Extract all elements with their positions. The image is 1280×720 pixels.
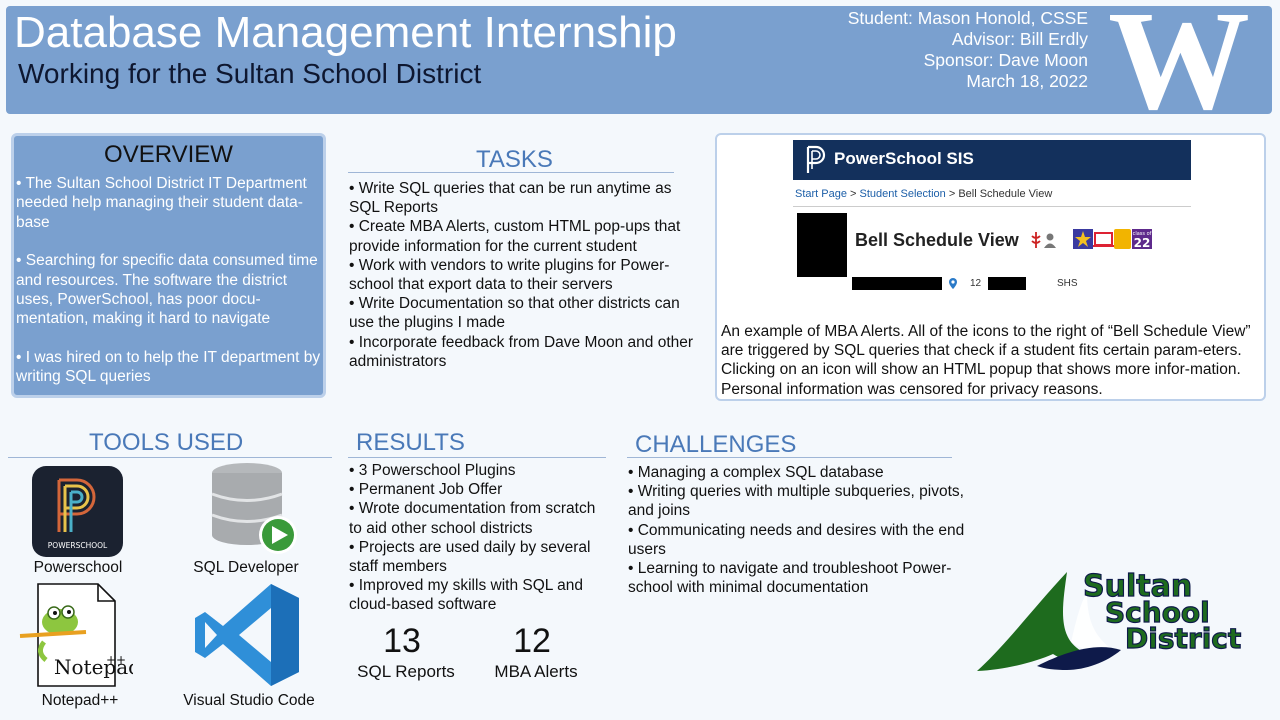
- svg-text:22: 22: [1134, 236, 1151, 250]
- task-item: • Write SQL queries that can be run anyt…: [349, 180, 672, 217]
- censored-photo: [797, 213, 847, 277]
- stat-sql-reports-label: SQL Reports: [357, 662, 455, 681]
- stat-mba-alerts-label: MBA Alerts: [494, 662, 578, 681]
- breadcrumb-start-page[interactable]: Start Page: [795, 188, 847, 200]
- challenge-item: • Writing queries with multiple subqueri…: [628, 483, 964, 520]
- results-list: • 3 Powerschool Plugins • Permanent Job …: [349, 461, 611, 615]
- svg-text:++: ++: [106, 653, 126, 667]
- breadcrumb: Start Page > Student Selection > Bell Sc…: [795, 188, 1052, 200]
- challenge-item: • Learning to navigate and troubleshoot …: [628, 560, 952, 597]
- svg-text:class of: class of: [1133, 231, 1152, 237]
- svg-text:Notepad: Notepad: [54, 655, 133, 679]
- result-item: • Permanent Job Offer: [349, 481, 503, 499]
- tasks-title: TASKS: [476, 146, 553, 173]
- powerschool-app-title: PowerSchool SIS: [834, 149, 974, 168]
- tools-divider: [8, 457, 332, 458]
- powerschool-p-icon: [806, 145, 826, 173]
- powerschool-icon: POWERSCHOOL: [32, 466, 123, 557]
- svg-text:School: School: [1105, 596, 1210, 629]
- tool-label-notepad-plus-plus: Notepad++: [41, 692, 119, 709]
- tool-label-vscode: Visual Studio Code: [183, 692, 315, 709]
- breadcrumb-divider: [793, 206, 1191, 207]
- results-divider: [348, 457, 606, 458]
- student-school: SHS: [1057, 278, 1078, 289]
- challenges-divider: [627, 457, 952, 458]
- breadcrumb-student-selection[interactable]: Student Selection: [859, 188, 946, 200]
- svg-text:Sultan: Sultan: [1083, 569, 1192, 604]
- breadcrumb-separator: >: [945, 188, 959, 200]
- result-item: • Improved my skills with SQL and cloud-…: [349, 577, 583, 614]
- svg-text:POWERSCHOOL: POWERSCHOOL: [48, 541, 108, 550]
- class-of-badge-icon[interactable]: [1132, 229, 1152, 249]
- page-title: Bell Schedule View: [855, 230, 1019, 250]
- header-banner: [6, 6, 1272, 114]
- stat-mba-alerts-value: 12: [513, 622, 551, 660]
- svg-text:District: District: [1125, 622, 1241, 655]
- vscode-icon: [195, 584, 299, 686]
- breadcrumb-current: Bell Schedule View: [958, 188, 1053, 200]
- challenge-item: • Communicating needs and desires with t…: [628, 521, 965, 558]
- stat-sql-reports-value: 13: [383, 622, 421, 660]
- result-item: • Projects are used daily by several sta…: [349, 538, 591, 576]
- advisor-name: Advisor: Bill Erdly: [951, 29, 1088, 49]
- sultan-school-district-logo: Sultan School District: [977, 568, 1242, 671]
- task-item: • Incorporate feedback from Dave Moon an…: [349, 333, 694, 370]
- challenges-list: • Managing a complex SQL database • Writ…: [628, 463, 984, 597]
- author-info: Student: Mason Honold, CSSE Advisor: Bil…: [760, 8, 1088, 92]
- student-grade: 12: [970, 278, 982, 289]
- tool-label-powerschool: Powerschool: [33, 559, 123, 576]
- challenges-title: CHALLENGES: [635, 431, 797, 458]
- notepad-plus-plus-icon: Notepad ++: [19, 583, 133, 687]
- powerschool-header: [793, 140, 1191, 180]
- poster-title: Database Management Internship: [14, 8, 677, 57]
- censored-id: [988, 277, 1026, 290]
- tool-label-sql-developer: SQL Developer: [193, 559, 299, 576]
- student-name: Student: Mason Honold, CSSE: [847, 8, 1088, 28]
- task-item: • Write Documentation so that other dist…: [349, 295, 680, 332]
- result-item: • 3 Powerschool Plugins: [349, 462, 516, 479]
- uw-logo-icon: W: [1108, 0, 1250, 116]
- alert-icons-row: class of 22: [1073, 229, 1152, 250]
- overview-panel: [11, 133, 326, 398]
- example-caption: An example of MBA Alerts. All of the ico…: [721, 323, 1251, 398]
- challenge-item: • Managing a complex SQL database: [628, 464, 884, 481]
- poster-date: March 18, 2022: [966, 71, 1088, 91]
- yellow-alert-icon[interactable]: [1114, 229, 1131, 249]
- tasks-divider: [348, 172, 674, 173]
- laptop-alert-icon[interactable]: [1094, 232, 1113, 246]
- medical-alert-icon[interactable]: [1030, 231, 1060, 249]
- task-item: • Work with vendors to write plugins for…: [349, 256, 670, 294]
- result-item: • Wrote documentation from scratch to ai…: [349, 500, 596, 537]
- results-title: RESULTS: [356, 429, 465, 456]
- overview-item: • I was hired on to help the IT departme…: [16, 348, 321, 386]
- svg-text:W: W: [1108, 0, 1250, 116]
- breadcrumb-separator: >: [846, 188, 860, 200]
- overview-item: • Searching for specific data consumed t…: [16, 252, 318, 328]
- overview-title: OVERVIEW: [104, 141, 233, 168]
- tools-title: TOOLS USED: [89, 429, 244, 456]
- sponsor-name: Sponsor: Dave Moon: [923, 50, 1088, 70]
- task-item: • Create MBA Alerts, custom HTML pop-ups…: [349, 218, 681, 255]
- overview-list: • The Sultan School District IT Departme…: [16, 174, 322, 406]
- tasks-list: • Write SQL queries that can be run anyt…: [349, 179, 699, 371]
- censored-name: [852, 277, 942, 290]
- location-pin-icon[interactable]: [946, 277, 960, 291]
- poster-subtitle: Working for the Sultan School District: [18, 58, 482, 89]
- sql-developer-icon: [211, 463, 297, 554]
- overview-item: • The Sultan School District IT Departme…: [16, 175, 307, 231]
